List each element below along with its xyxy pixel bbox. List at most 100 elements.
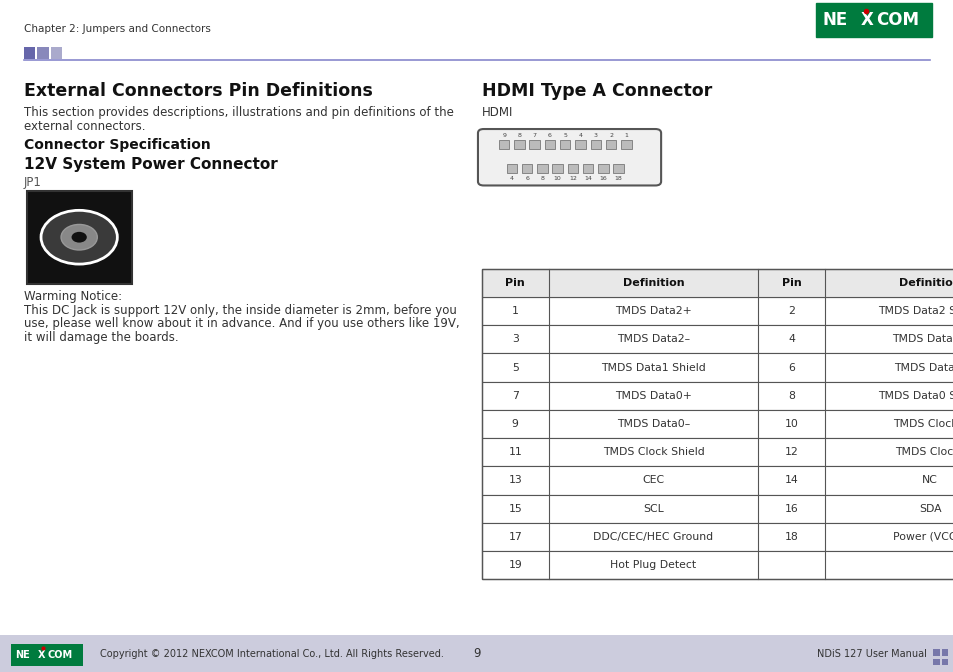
Text: 5: 5 bbox=[511, 363, 518, 372]
Text: X: X bbox=[860, 11, 872, 29]
Text: 3: 3 bbox=[593, 133, 598, 138]
Bar bbox=[481, 353, 953, 382]
Bar bbox=[620, 140, 631, 149]
Text: Pin: Pin bbox=[781, 278, 801, 288]
Bar bbox=[815, 3, 931, 37]
Text: SCL: SCL bbox=[642, 504, 663, 513]
Text: 12V System Power Connector: 12V System Power Connector bbox=[24, 157, 277, 172]
Circle shape bbox=[41, 210, 117, 264]
Bar bbox=[582, 164, 593, 173]
Text: 18: 18 bbox=[784, 532, 798, 542]
Bar bbox=[613, 164, 623, 173]
Bar bbox=[932, 659, 939, 665]
Text: CEC: CEC bbox=[641, 476, 664, 485]
Text: 15: 15 bbox=[508, 504, 521, 513]
Text: DDC/CEC/HEC Ground: DDC/CEC/HEC Ground bbox=[593, 532, 713, 542]
Text: This section provides descriptions, illustrations and pin definitions of the: This section provides descriptions, illu… bbox=[24, 106, 454, 118]
Bar bbox=[481, 523, 953, 551]
Bar bbox=[24, 47, 35, 59]
Text: TMDS Data2+: TMDS Data2+ bbox=[615, 306, 691, 316]
Text: HDMI Type A Connector: HDMI Type A Connector bbox=[481, 82, 711, 100]
Bar bbox=[559, 140, 570, 149]
Text: 10: 10 bbox=[784, 419, 798, 429]
Text: Connector Specification: Connector Specification bbox=[24, 138, 211, 152]
Bar bbox=[506, 164, 517, 173]
Text: NDiS 127 User Manual: NDiS 127 User Manual bbox=[817, 649, 926, 659]
Bar bbox=[481, 495, 953, 523]
Text: 6: 6 bbox=[524, 176, 529, 181]
Bar bbox=[481, 297, 953, 325]
Text: Warming Notice:: Warming Notice: bbox=[24, 290, 122, 303]
Bar bbox=[481, 325, 953, 353]
Text: 9: 9 bbox=[511, 419, 518, 429]
Text: 14: 14 bbox=[583, 176, 592, 181]
Text: 16: 16 bbox=[598, 176, 607, 181]
Text: use, please well know about it in advance. And if you use others like 19V,: use, please well know about it in advanc… bbox=[24, 317, 459, 330]
Text: 4: 4 bbox=[578, 133, 582, 138]
Bar bbox=[37, 47, 49, 59]
Text: 1: 1 bbox=[511, 306, 518, 316]
Bar bbox=[590, 140, 600, 149]
Bar bbox=[932, 649, 939, 656]
Bar bbox=[51, 47, 62, 59]
Bar bbox=[605, 140, 616, 149]
Bar bbox=[941, 649, 947, 656]
Text: 2: 2 bbox=[608, 133, 613, 138]
Text: 18: 18 bbox=[614, 176, 622, 181]
Text: External Connectors Pin Definitions: External Connectors Pin Definitions bbox=[24, 82, 373, 100]
Text: 7: 7 bbox=[511, 391, 518, 401]
Text: 9: 9 bbox=[501, 133, 506, 138]
Text: 12: 12 bbox=[784, 448, 798, 457]
Text: JP1: JP1 bbox=[24, 176, 42, 189]
Bar bbox=[481, 466, 953, 495]
Text: 11: 11 bbox=[508, 448, 521, 457]
Bar bbox=[498, 140, 509, 149]
Text: TMDS Data2–: TMDS Data2– bbox=[617, 335, 689, 344]
Bar bbox=[575, 140, 585, 149]
Text: 2: 2 bbox=[787, 306, 795, 316]
Text: 10: 10 bbox=[553, 176, 561, 181]
Bar bbox=[481, 551, 953, 579]
Text: NE: NE bbox=[821, 11, 846, 29]
Text: 8: 8 bbox=[517, 133, 521, 138]
Text: 8: 8 bbox=[539, 176, 544, 181]
Text: 7: 7 bbox=[532, 133, 537, 138]
Bar bbox=[537, 164, 547, 173]
Bar bbox=[481, 269, 953, 297]
Text: TMDS Clock Shield: TMDS Clock Shield bbox=[602, 448, 703, 457]
Bar bbox=[481, 438, 953, 466]
Bar bbox=[521, 164, 532, 173]
Text: NC: NC bbox=[922, 476, 937, 485]
Text: SDA: SDA bbox=[918, 504, 941, 513]
Text: TMDS Data1–: TMDS Data1– bbox=[893, 363, 953, 372]
Text: TMDS Data2 Shield: TMDS Data2 Shield bbox=[877, 306, 953, 316]
Bar bbox=[481, 382, 953, 410]
Text: it will damage the boards.: it will damage the boards. bbox=[24, 331, 178, 343]
Bar bbox=[11, 644, 83, 666]
Bar bbox=[481, 410, 953, 438]
Text: 8: 8 bbox=[787, 391, 795, 401]
Bar bbox=[552, 164, 562, 173]
Text: This DC Jack is support 12V only, the inside diameter is 2mm, before you: This DC Jack is support 12V only, the in… bbox=[24, 304, 456, 317]
Text: 16: 16 bbox=[784, 504, 798, 513]
Text: 19: 19 bbox=[508, 560, 521, 570]
Bar bbox=[481, 269, 953, 579]
Text: 6: 6 bbox=[547, 133, 552, 138]
Text: TMDS Clock+: TMDS Clock+ bbox=[892, 419, 953, 429]
Text: Copyright © 2012 NEXCOM International Co., Ltd. All Rights Reserved.: Copyright © 2012 NEXCOM International Co… bbox=[100, 649, 443, 659]
Text: 6: 6 bbox=[787, 363, 795, 372]
Text: TMDS Data0–: TMDS Data0– bbox=[617, 419, 689, 429]
Circle shape bbox=[61, 224, 97, 250]
Text: TMDS Data1+: TMDS Data1+ bbox=[891, 335, 953, 344]
Text: 14: 14 bbox=[784, 476, 798, 485]
Text: TMDS Data1 Shield: TMDS Data1 Shield bbox=[600, 363, 705, 372]
Text: COM: COM bbox=[875, 11, 918, 29]
Text: 4: 4 bbox=[509, 176, 514, 181]
Bar bbox=[0, 635, 953, 672]
Text: 5: 5 bbox=[562, 133, 567, 138]
Text: Power (VCC5): Power (VCC5) bbox=[892, 532, 953, 542]
Bar bbox=[529, 140, 539, 149]
Bar bbox=[27, 191, 132, 284]
FancyBboxPatch shape bbox=[477, 129, 660, 185]
Text: 17: 17 bbox=[508, 532, 521, 542]
